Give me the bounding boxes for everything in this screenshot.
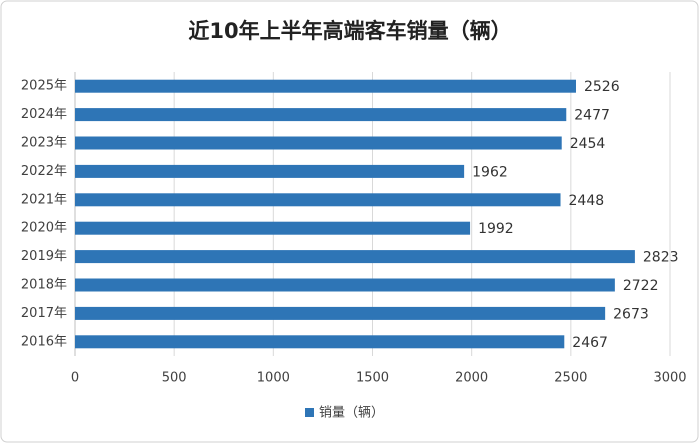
bar — [75, 335, 565, 349]
y-tick-label: 2017年 — [21, 306, 67, 321]
bar — [75, 108, 567, 122]
x-tick-label: 500 — [162, 371, 187, 386]
data-label: 2477 — [574, 108, 610, 124]
x-tick-label: 2500 — [554, 371, 587, 386]
chart-title: 近10年上半年高端客车销量（辆） — [188, 19, 511, 43]
data-label: 2722 — [623, 278, 659, 294]
y-tick-label: 2021年 — [21, 192, 67, 207]
bar — [75, 306, 606, 320]
y-tick-label: 2024年 — [21, 107, 67, 122]
data-label: 2467 — [572, 335, 608, 351]
data-label: 1992 — [478, 221, 514, 237]
y-tick-label: 2018年 — [21, 278, 67, 293]
y-tick-label: 2019年 — [21, 249, 67, 264]
bar — [75, 136, 562, 150]
data-label: 1962 — [472, 164, 508, 180]
legend-swatch — [305, 408, 314, 417]
bar — [75, 164, 465, 178]
bar — [75, 79, 576, 93]
legend-label: 销量（辆） — [319, 406, 384, 421]
y-tick-label: 2016年 — [21, 334, 67, 349]
data-label: 2526 — [584, 79, 620, 95]
data-label: 2673 — [613, 306, 649, 322]
data-label: 2454 — [570, 136, 606, 152]
y-tick-label: 2025年 — [21, 79, 67, 94]
bar — [75, 250, 635, 264]
x-tick-label: 3000 — [653, 371, 686, 386]
x-tick-label: 0 — [71, 371, 79, 386]
data-label: 2823 — [643, 250, 679, 266]
bar — [75, 193, 561, 207]
bar — [75, 221, 471, 235]
data-label: 2448 — [569, 193, 605, 209]
x-tick-label: 2000 — [455, 371, 488, 386]
x-tick-label: 1500 — [356, 371, 389, 386]
y-tick-label: 2020年 — [21, 221, 67, 236]
bar — [75, 278, 615, 292]
y-tick-label: 2023年 — [21, 136, 67, 151]
x-tick-label: 1000 — [257, 371, 290, 386]
y-tick-label: 2022年 — [21, 164, 67, 179]
